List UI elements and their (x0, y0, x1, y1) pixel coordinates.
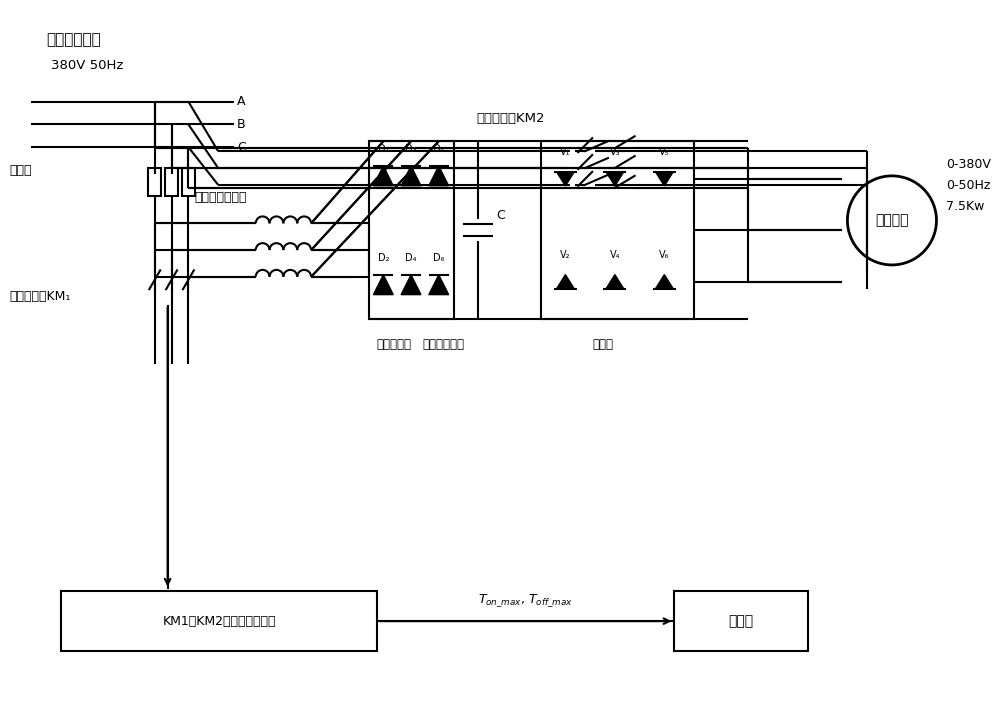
Text: V₁: V₁ (560, 147, 571, 157)
Bar (541, 142, 694, 320)
Text: A: A (237, 95, 245, 108)
Text: B: B (237, 118, 246, 131)
Text: C: C (237, 141, 246, 153)
Bar (674, 591, 808, 650)
Text: D₁: D₁ (378, 144, 389, 154)
Bar (148, 168, 161, 196)
Text: V₄: V₄ (610, 250, 620, 260)
Text: 输入交流电抗器: 输入交流电抗器 (194, 191, 247, 204)
Polygon shape (556, 172, 574, 186)
Text: 旁路接触器KM2: 旁路接触器KM2 (476, 112, 545, 125)
Text: 逆变器: 逆变器 (592, 338, 613, 351)
Text: 380V 50Hz: 380V 50Hz (51, 58, 123, 72)
Text: 三相电网电压: 三相电网电压 (46, 32, 101, 47)
Text: C: C (496, 209, 505, 222)
Text: V₅: V₅ (659, 147, 670, 157)
Polygon shape (429, 275, 449, 294)
Text: 输入接触器KM₁: 输入接触器KM₁ (9, 290, 71, 303)
Bar (369, 142, 454, 320)
Polygon shape (401, 166, 421, 186)
Text: V₃: V₃ (610, 147, 620, 157)
Bar (61, 591, 377, 650)
Text: D₅: D₅ (433, 144, 444, 154)
Text: D₄: D₄ (405, 253, 417, 263)
Text: KM1、KM2自适应参数测量: KM1、KM2自适应参数测量 (162, 615, 276, 628)
Bar (182, 168, 195, 196)
Text: 燓断器: 燓断器 (9, 165, 32, 177)
Polygon shape (401, 275, 421, 294)
Bar (165, 168, 178, 196)
Polygon shape (429, 166, 449, 186)
Text: 控制器: 控制器 (728, 614, 754, 628)
Text: D₃: D₃ (405, 144, 417, 154)
Polygon shape (655, 172, 673, 186)
Text: 0-380V
0-50Hz
7.5Kw: 0-380V 0-50Hz 7.5Kw (946, 158, 991, 213)
Polygon shape (556, 275, 574, 289)
Polygon shape (606, 172, 624, 186)
Text: $T_{on\_max}$, $T_{off\_max}$: $T_{on\_max}$, $T_{off\_max}$ (478, 593, 573, 609)
Text: D₂: D₂ (378, 253, 389, 263)
Text: 直流支撔电容: 直流支撔电容 (422, 338, 464, 351)
Text: 异步电机: 异步电机 (875, 213, 909, 227)
Polygon shape (373, 166, 393, 186)
Polygon shape (373, 275, 393, 294)
Text: V₆: V₆ (659, 250, 670, 260)
Text: D₆: D₆ (433, 253, 444, 263)
Text: 不控整流桥: 不控整流桥 (377, 338, 412, 351)
Polygon shape (655, 275, 673, 289)
Text: V₂: V₂ (560, 250, 571, 260)
Polygon shape (606, 275, 624, 289)
